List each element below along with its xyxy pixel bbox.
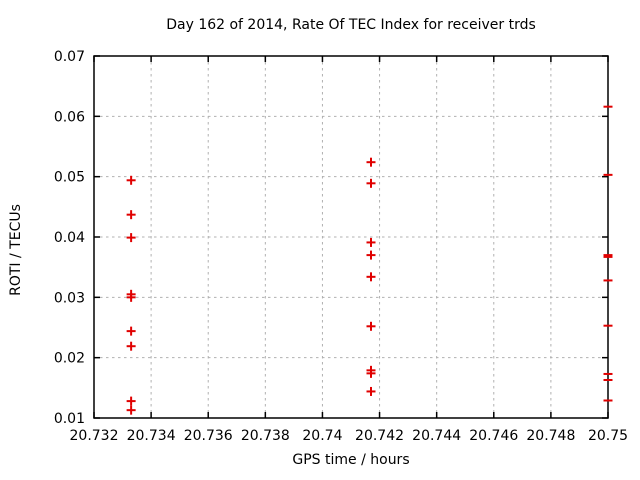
y-tick-label: 0.07 [54,49,85,65]
chart-title: Day 162 of 2014, Rate Of TEC Index for r… [166,17,536,33]
y-tick-label: 0.04 [54,230,85,246]
x-tick-labels: 20.732 20.734 20.736 20.738 20.74 20.742 20.74… [70,428,629,444]
x-tick-label: 20.734 [127,428,176,444]
y-axis-label: ROTI / TECUs [8,204,24,296]
x-tick-label: 20.742 [355,428,404,444]
data-points [126,105,613,415]
y-tick-label: 0.03 [54,290,85,306]
x-tick-label: 20.746 [469,428,518,444]
x-tick-label: 20.75 [588,428,628,444]
y-tick-label: 0.02 [54,351,85,367]
x-tick-label: 20.736 [184,428,233,444]
y-tick-labels: 0.01 0.02 0.03 0.04 0.05 0.06 0.07 [54,49,85,427]
gridlines [94,56,608,418]
x-tick-label: 20.748 [526,428,575,444]
x-tick-label: 20.738 [241,428,290,444]
x-tick-label: 20.732 [70,428,119,444]
y-tick-label: 0.01 [54,411,85,427]
x-axis-label: GPS time / hours [292,452,409,468]
y-tick-label: 0.06 [54,109,85,125]
axis-ticks [93,55,609,419]
x-tick-label: 20.74 [302,428,342,444]
x-tick-label: 20.744 [412,428,461,444]
plot-border [93,55,609,419]
y-tick-label: 0.05 [54,170,85,186]
